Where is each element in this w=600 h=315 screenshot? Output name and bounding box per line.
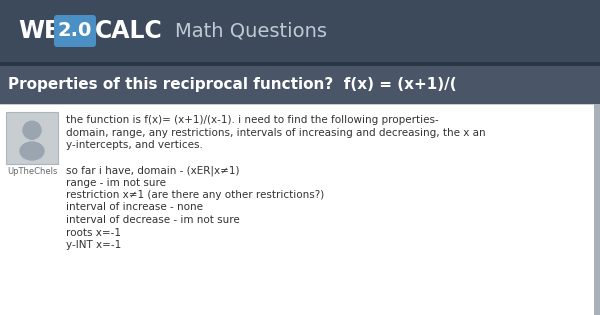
Text: the function is f(x)= (x+1)/(x-1). i need to find the following properties-: the function is f(x)= (x+1)/(x-1). i nee… bbox=[66, 115, 439, 125]
Bar bbox=[6, 112, 58, 164]
Text: interval of decrease - im not sure: interval of decrease - im not sure bbox=[66, 215, 240, 225]
FancyBboxPatch shape bbox=[54, 15, 96, 47]
Ellipse shape bbox=[20, 142, 44, 160]
Text: restriction x≠1 (are there any other restrictions?): restriction x≠1 (are there any other res… bbox=[66, 190, 324, 200]
Text: Properties of this reciprocal function?  f(x) = (x+1)/(: Properties of this reciprocal function? … bbox=[8, 77, 457, 93]
Text: interval of increase - none: interval of increase - none bbox=[66, 203, 203, 213]
Bar bbox=[0, 62, 600, 66]
Text: Math Questions: Math Questions bbox=[175, 21, 327, 41]
Text: y-intercepts, and vertices.: y-intercepts, and vertices. bbox=[66, 140, 203, 150]
Bar bbox=[0, 104, 600, 105]
Text: roots x=-1: roots x=-1 bbox=[66, 227, 121, 238]
Text: 2.0: 2.0 bbox=[58, 21, 92, 41]
Text: WEB: WEB bbox=[18, 19, 78, 43]
Bar bbox=[594, 104, 600, 315]
Circle shape bbox=[23, 121, 41, 139]
Text: domain, range, any restrictions, intervals of increasing and decreasing, the x a: domain, range, any restrictions, interva… bbox=[66, 128, 485, 138]
Text: y-INT x=-1: y-INT x=-1 bbox=[66, 240, 121, 250]
Text: range - im not sure: range - im not sure bbox=[66, 177, 166, 187]
Bar bbox=[0, 0, 600, 62]
Text: so far i have, domain - (xER|x≠1): so far i have, domain - (xER|x≠1) bbox=[66, 165, 239, 175]
Text: CALC: CALC bbox=[95, 19, 163, 43]
Text: UpTheChels: UpTheChels bbox=[7, 167, 57, 176]
Bar bbox=[0, 104, 600, 315]
Bar bbox=[0, 66, 600, 104]
